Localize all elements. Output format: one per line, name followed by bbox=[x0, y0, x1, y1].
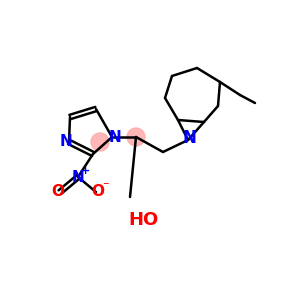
Circle shape bbox=[91, 133, 109, 151]
Text: N: N bbox=[182, 129, 196, 147]
Text: +: + bbox=[80, 166, 90, 176]
Text: ⁻: ⁻ bbox=[102, 181, 108, 194]
Text: N: N bbox=[60, 134, 72, 149]
Text: O: O bbox=[92, 184, 104, 200]
Text: HO: HO bbox=[128, 211, 158, 229]
Text: N: N bbox=[109, 130, 122, 145]
Text: N: N bbox=[72, 169, 84, 184]
Circle shape bbox=[127, 128, 145, 146]
Text: O: O bbox=[52, 184, 64, 200]
